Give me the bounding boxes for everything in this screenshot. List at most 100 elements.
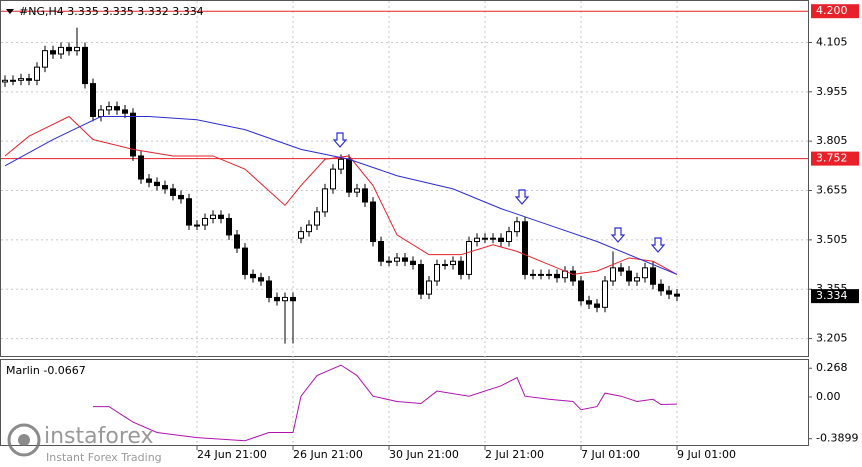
- candle-body: [314, 211, 320, 226]
- candle-body: [426, 280, 432, 295]
- arrow: [332, 132, 348, 148]
- candle-body: [666, 290, 672, 295]
- y-tick-label: 4.105: [816, 35, 848, 48]
- candle-body: [18, 78, 24, 81]
- candle-body: [202, 217, 208, 226]
- candle-body: [82, 46, 88, 85]
- candle-body: [522, 221, 528, 275]
- candle-body: [42, 50, 48, 68]
- candle-body: [10, 79, 16, 82]
- level-label: 4.200: [816, 4, 848, 17]
- candle-body: [242, 247, 248, 275]
- candle-body: [130, 112, 136, 157]
- candle-body: [266, 280, 272, 298]
- candle-body: [274, 296, 280, 302]
- candle-body: [474, 237, 480, 243]
- candle-body: [26, 78, 32, 81]
- candle-body: [602, 280, 608, 308]
- candle-body: [322, 188, 328, 213]
- candle-body: [402, 257, 408, 262]
- indicator-value: -0.0667: [43, 364, 85, 377]
- logo-icon: [18, 434, 30, 446]
- y-tick-label: 0.268: [816, 361, 848, 374]
- price-label-box: [811, 289, 859, 304]
- main-panel: [0, 0, 809, 357]
- candle-body: [610, 267, 616, 282]
- candle-body: [650, 267, 656, 285]
- candle-body: [634, 277, 640, 282]
- level-label: 3.752: [816, 152, 848, 165]
- candle-body: [506, 231, 512, 243]
- logo-name: instaforex: [44, 424, 154, 449]
- x-tick-label: 24 Jun 21:00: [197, 448, 267, 461]
- level-label-box: [811, 4, 859, 19]
- candle-body: [626, 270, 632, 282]
- candle-body: [410, 260, 416, 266]
- candle-body: [530, 273, 536, 276]
- candle-body: [658, 283, 664, 292]
- candle-body: [362, 188, 368, 203]
- y-tick-label: -0.3899: [816, 432, 858, 445]
- logo: instaforex Instant Forex Trading: [7, 423, 162, 464]
- candle-body: [194, 224, 200, 227]
- candle-body: [90, 83, 96, 117]
- indicator-name: Marlin: [6, 364, 40, 377]
- candle-body: [378, 241, 384, 262]
- price-label: 3.334: [816, 289, 848, 302]
- candle-body: [458, 260, 464, 275]
- moving-average: [4, 115, 678, 275]
- candle-body: [282, 296, 288, 302]
- moving-average: [4, 115, 678, 275]
- candle-body: [498, 237, 504, 243]
- candle-body: [490, 237, 496, 240]
- candle-body: [346, 158, 352, 193]
- candle-body: [306, 224, 312, 233]
- candle-body: [178, 194, 184, 200]
- candle-body: [570, 270, 576, 282]
- candle-body: [538, 273, 544, 276]
- x-tick-label: 2 Jul 21:00: [485, 448, 544, 461]
- candle-body: [418, 264, 424, 295]
- menu-triangle: [6, 9, 14, 14]
- indicator-line: [93, 364, 678, 442]
- candle-body: [154, 181, 160, 187]
- y-tick-label: 3.955: [816, 85, 848, 98]
- candle-body: [258, 277, 264, 282]
- candle-body: [394, 257, 400, 262]
- logo-tagline: Instant Forex Trading: [46, 451, 162, 464]
- candle-body: [554, 273, 560, 279]
- candle-body: [466, 241, 472, 275]
- candle-body: [162, 185, 168, 190]
- candle-body: [50, 50, 56, 55]
- candle-body: [66, 46, 72, 52]
- y-tick-label: 3.505: [816, 233, 848, 246]
- x-tick-label: 9 Jul 01:00: [677, 448, 736, 461]
- arrow: [610, 227, 626, 243]
- candle-body: [514, 221, 520, 233]
- candle-body: [210, 214, 216, 219]
- candle-body: [586, 300, 592, 305]
- arrow: [650, 237, 666, 253]
- candle-body: [482, 237, 488, 240]
- candle-body: [218, 214, 224, 219]
- chart-title: #NG,H4 3.335 3.335 3.332 3.334: [19, 5, 204, 18]
- candle-body: [354, 188, 360, 193]
- y-tick-label: 3.655: [816, 184, 848, 197]
- arrow: [514, 189, 530, 205]
- candle-body: [138, 155, 144, 180]
- candle-body: [578, 280, 584, 302]
- candle-body: [450, 260, 456, 266]
- indicator-label: Marlin -0.0667: [6, 364, 86, 377]
- candle-body: [146, 178, 152, 183]
- candle-body: [618, 267, 624, 272]
- y-tick-label: 3.805: [816, 134, 848, 147]
- level-label-box: [811, 151, 859, 166]
- candle-body: [58, 46, 64, 55]
- y-tick-label: 3.205: [816, 332, 848, 345]
- candle-body: [114, 106, 120, 111]
- candle-body: [546, 273, 552, 276]
- candle-body: [442, 264, 448, 267]
- candle-body: [434, 264, 440, 282]
